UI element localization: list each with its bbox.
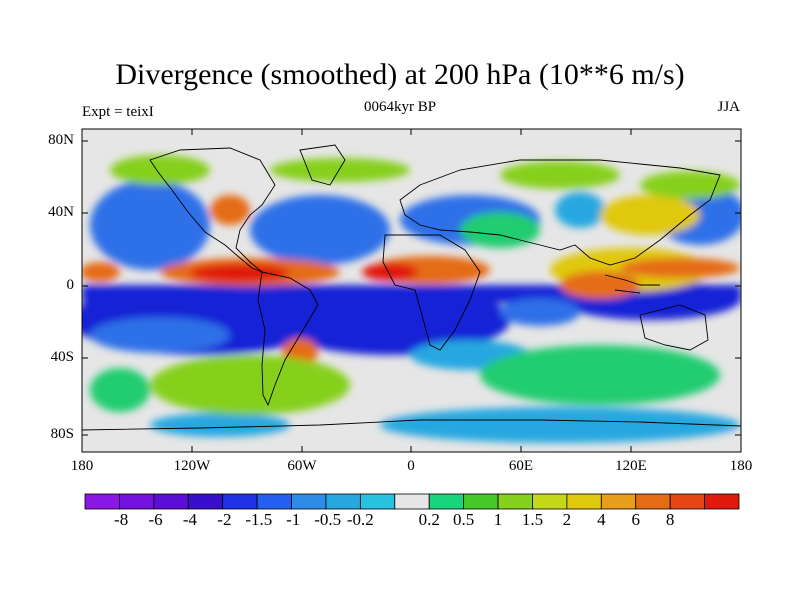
colorbar-swatch xyxy=(256,493,292,510)
colorbar-tick-label: -8 xyxy=(114,510,129,529)
colorbar-swatch xyxy=(704,493,740,510)
latitude-tick-label: 40N xyxy=(48,204,74,220)
coastline-antarctica xyxy=(82,419,741,431)
field-blob xyxy=(362,263,418,281)
field-blob xyxy=(90,317,230,353)
colorbar-swatch xyxy=(635,493,671,510)
coastline-indonesia xyxy=(604,274,660,294)
field-blob xyxy=(620,258,740,278)
colorbar-tick-label: 1.5 xyxy=(521,510,544,529)
colorbar-swatch xyxy=(84,493,120,510)
colorbar-swatch xyxy=(532,493,568,510)
longitude-tick-label: 120E xyxy=(615,458,647,474)
colorbar-tick-label: 0.5 xyxy=(453,510,475,529)
longitude-tick-label: 60E xyxy=(508,458,534,474)
latitude-tick-label: 40S xyxy=(50,349,74,365)
colorbar-tick-label: 0.2 xyxy=(418,510,440,529)
time-label: 0064kyr BP xyxy=(363,99,437,115)
field-blob xyxy=(560,271,640,299)
coastlines xyxy=(82,144,741,431)
latitude-tick-label: 80S xyxy=(50,426,74,442)
field-blob xyxy=(600,195,700,235)
field-blob xyxy=(500,298,580,326)
colorbar-tick-label: 6 xyxy=(631,510,640,529)
experiment-label: Expt = teixI xyxy=(82,104,154,120)
colorbar-tick-label: 2 xyxy=(562,510,572,529)
colorbar-swatch xyxy=(359,493,396,510)
field-blob xyxy=(500,161,620,189)
coastline-north-america xyxy=(149,147,276,273)
field-blob xyxy=(555,192,605,228)
longitude-tick-label: 0 xyxy=(407,458,415,474)
field-blob xyxy=(90,368,150,412)
field-blob xyxy=(270,158,410,182)
field-blob xyxy=(90,180,210,270)
colorbar-tick-label: -0.2 xyxy=(346,510,374,529)
coastline-greenland xyxy=(299,144,346,186)
colorbar-swatch xyxy=(669,493,705,510)
field-blob xyxy=(250,195,390,265)
colorbar-tick-label: 1 xyxy=(493,510,503,529)
colorbar-tick-label: -2 xyxy=(217,510,232,529)
field-blob xyxy=(150,413,290,437)
field-blob xyxy=(210,195,250,225)
field-blob xyxy=(480,345,720,405)
longitude-tick-label: 60W xyxy=(287,458,317,474)
field-blob xyxy=(190,264,290,282)
colorbar-swatch xyxy=(566,493,602,510)
colorbar-swatch xyxy=(119,493,155,510)
coastline-africa xyxy=(382,234,481,351)
coastline-eurasia xyxy=(399,159,721,266)
latitude-tick-label: 80N xyxy=(48,132,74,148)
colorbar-swatch xyxy=(600,493,637,510)
colorbar-tick-label: -6 xyxy=(148,510,163,529)
divergence-field xyxy=(82,129,741,452)
field-blob xyxy=(380,407,740,443)
colorbar-tick-label: -0.5 xyxy=(314,510,342,529)
longitude-tick-label: 180 xyxy=(70,458,94,474)
colorbar-swatch xyxy=(222,493,258,510)
plot-title: Divergence (smoothed) at 200 hPa (10**6 … xyxy=(115,58,685,91)
colorbar-swatch xyxy=(497,493,533,510)
field-blob xyxy=(640,171,740,199)
season-label: JJA xyxy=(717,99,740,115)
colorbar-tick-label: 4 xyxy=(597,510,606,529)
field-blob xyxy=(150,355,350,415)
colorbar-tick-label: -1 xyxy=(286,510,301,529)
colorbar-tick-label: -1.5 xyxy=(245,510,273,529)
colorbar-swatch xyxy=(463,493,499,510)
field-blob xyxy=(460,212,540,248)
field-blob xyxy=(110,155,210,185)
longitude-tick-label: 120W xyxy=(173,458,211,474)
coastline-australia xyxy=(639,304,709,351)
coastline-south-america xyxy=(257,271,319,407)
axis-ticks xyxy=(81,129,742,452)
longitude-tick-label: 180 xyxy=(729,458,753,474)
colorbar-swatch xyxy=(153,493,189,510)
colorbar-swatch xyxy=(187,493,224,510)
colorbar-swatch xyxy=(428,493,465,510)
field-blob xyxy=(82,262,120,282)
colorbar-swatch xyxy=(394,493,430,510)
colorbar-swatch xyxy=(291,493,327,510)
colorbar-tick-label: -4 xyxy=(182,510,198,529)
colorbar-swatch xyxy=(325,493,361,510)
latitude-tick-label: 0 xyxy=(66,277,75,293)
colorbar-tick-label: 8 xyxy=(665,510,675,529)
